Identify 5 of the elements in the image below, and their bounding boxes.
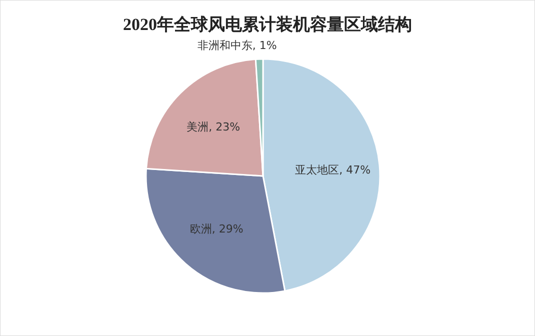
slice-label: 欧洲, 29%: [190, 222, 244, 236]
slice-label: 亚太地区, 47%: [295, 163, 371, 176]
slice-label: 非洲和中东, 1%: [197, 39, 277, 52]
slice-label: 美洲, 23%: [186, 120, 240, 134]
chart-title: 2020年全球风电累计装机容量区域结构: [123, 15, 412, 34]
